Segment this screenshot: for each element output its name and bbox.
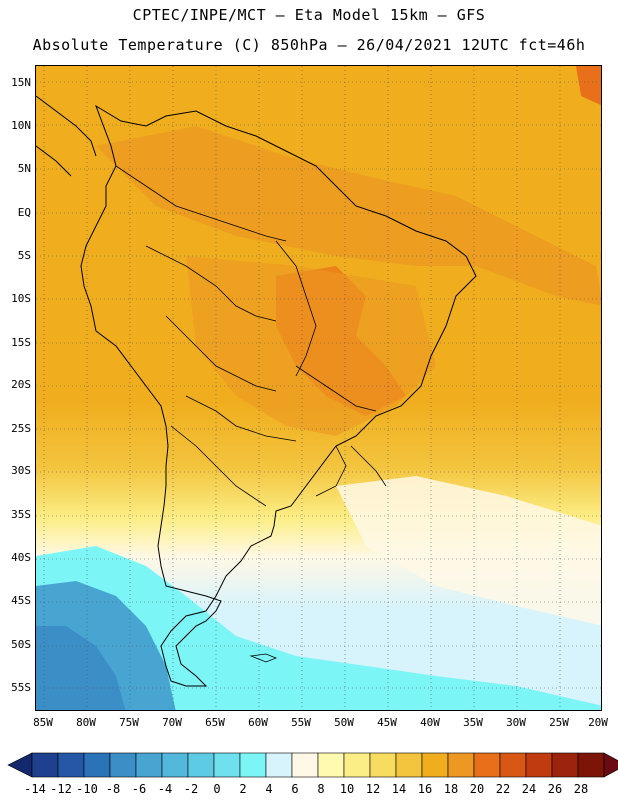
colorbar-min-arrow (7, 752, 33, 778)
colorbar-swatch (239, 752, 267, 778)
colorbar-tick-label: 26 (547, 782, 563, 796)
lon-label-75w: 75W (119, 716, 139, 729)
colorbar-tick-label: 16 (417, 782, 433, 796)
colorbar-tick-label: -10 (76, 782, 98, 796)
grid-lines (36, 66, 601, 710)
lat-label-10s: 10S (11, 292, 31, 305)
lat-label-35s: 35S (11, 508, 31, 521)
lat-label-15s: 15S (11, 336, 31, 349)
colorbar-swatch (31, 752, 59, 778)
colorbar (7, 752, 618, 778)
lon-label-60w: 60W (248, 716, 268, 729)
colorbar-tick-label: 14 (391, 782, 407, 796)
colorbar-tick-label: 2 (239, 782, 247, 796)
lon-label-20w: 20W (588, 716, 608, 729)
country-borders (115, 165, 387, 507)
colorbar-tick-label: 4 (265, 782, 273, 796)
colorbar-swatch (421, 752, 449, 778)
lat-label-20s: 20S (11, 378, 31, 391)
colorbar-tick-label: -8 (105, 782, 121, 796)
lon-label-80w: 80W (76, 716, 96, 729)
lon-label-40w: 40W (420, 716, 440, 729)
lat-label-15n: 15N (11, 76, 31, 89)
colorbar-swatch (187, 752, 215, 778)
colorbar-swatch (57, 752, 85, 778)
colorbar-swatch (447, 752, 475, 778)
colorbar-tick-label: -6 (131, 782, 147, 796)
colorbar-swatch (213, 752, 241, 778)
colorbar-tick-label: -4 (157, 782, 173, 796)
lat-label-5s: 5S (17, 249, 31, 262)
lat-label-5n: 5N (17, 162, 31, 175)
lat-label-55s: 55S (11, 681, 31, 694)
colorbar-tick-label: 12 (365, 782, 381, 796)
warm-region-north (96, 126, 601, 306)
lat-label-eq: EQ (17, 206, 31, 219)
lat-label-10n: 10N (11, 119, 31, 132)
colorbar-tick-label: 24 (521, 782, 537, 796)
colorbar-swatch (83, 752, 111, 778)
colorbar-tick-label: -14 (24, 782, 46, 796)
lat-label-40s: 40S (11, 551, 31, 564)
title-line-2: Absolute Temperature (C) 850hPa – 26/04/… (32, 36, 586, 54)
colorbar-swatch (135, 752, 163, 778)
colorbar-max-arrow (603, 752, 618, 778)
colorbar-swatch (525, 752, 553, 778)
lat-label-25s: 25S (11, 422, 31, 435)
lon-label-55w: 55W (291, 716, 311, 729)
lat-label-30s: 30S (11, 464, 31, 477)
warm-region-center (186, 256, 436, 436)
map-svg (36, 66, 601, 710)
colorbar-tick-label: 28 (573, 782, 589, 796)
colorbar-swatch (109, 752, 137, 778)
colorbar-swatch (317, 752, 345, 778)
hot-corner-northeast (576, 66, 601, 106)
lon-label-45w: 45W (377, 716, 397, 729)
colorbar-tick-label: -12 (50, 782, 72, 796)
colorbar-swatch (577, 752, 605, 778)
lon-label-50w: 50W (334, 716, 354, 729)
lon-label-30w: 30W (506, 716, 526, 729)
south-america-coastline (80, 104, 477, 687)
colorbar-swatch (161, 752, 189, 778)
lon-label-70w: 70W (162, 716, 182, 729)
title-line-1: CPTEC/INPE/MCT – Eta Model 15km – GFS (132, 6, 486, 24)
colorbar-swatch (551, 752, 579, 778)
colorbar-tick-label: 18 (443, 782, 459, 796)
colorbar-swatch (499, 752, 527, 778)
lat-label-50s: 50S (11, 638, 31, 651)
lon-label-25w: 25W (549, 716, 569, 729)
colorbar-swatch (265, 752, 293, 778)
colorbar-swatch (291, 752, 319, 778)
colorbar-tick-label: 8 (317, 782, 325, 796)
lon-label-65w: 65W (205, 716, 225, 729)
colorbar-tick-label: 20 (469, 782, 485, 796)
colorbar-swatch (343, 752, 371, 778)
colorbar-swatch (473, 752, 501, 778)
colorbar-tick-label: 10 (339, 782, 355, 796)
central-america-coastline (36, 95, 97, 177)
colorbar-swatch (395, 752, 423, 778)
colorbar-swatches (7, 752, 618, 778)
cold-region-south-ocean (36, 546, 601, 710)
falkland-islands (249, 653, 278, 663)
cool-region-east (336, 476, 601, 626)
lon-label-35w: 35W (463, 716, 483, 729)
colorbar-tick-label: 22 (495, 782, 511, 796)
colorbar-tick-label: 0 (213, 782, 221, 796)
temperature-map (35, 65, 602, 711)
lat-label-45s: 45S (11, 594, 31, 607)
lon-label-85w: 85W (33, 716, 53, 729)
colorbar-tick-label: 6 (291, 782, 299, 796)
colorbar-swatch (369, 752, 397, 778)
deepest-cold-region (36, 626, 126, 710)
colorbar-tick-label: -2 (183, 782, 199, 796)
